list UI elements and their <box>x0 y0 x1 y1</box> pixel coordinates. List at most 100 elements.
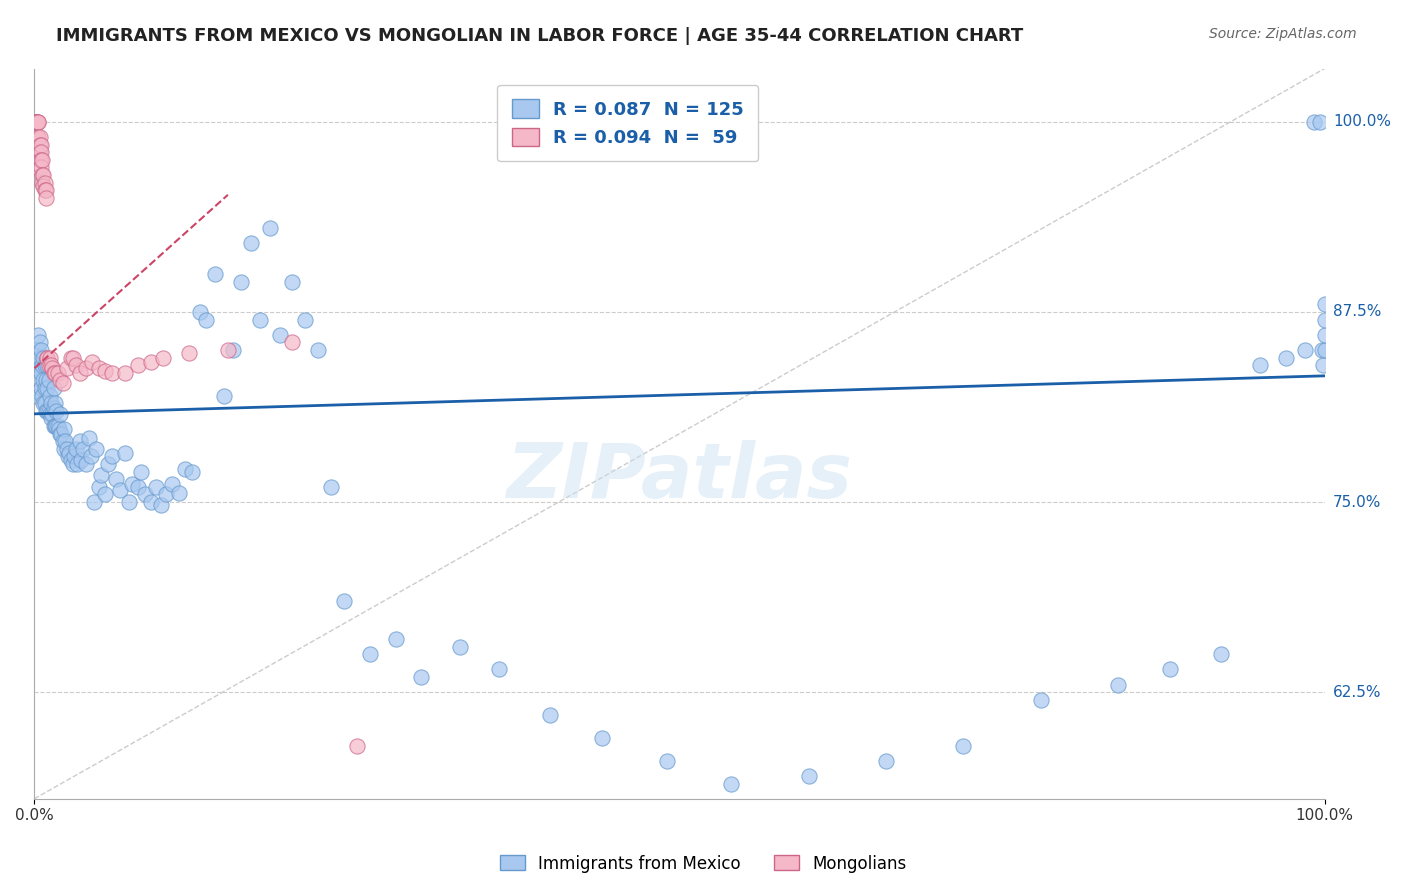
Point <box>1308 115 1330 129</box>
Point <box>97 457 120 471</box>
Point <box>655 754 678 768</box>
Point <box>101 450 124 464</box>
Point <box>31 153 53 167</box>
Point <box>31 389 53 403</box>
Point <box>52 376 75 391</box>
Point <box>27 130 49 145</box>
Point <box>35 404 58 418</box>
Point <box>25 161 48 175</box>
Point <box>38 358 60 372</box>
Point <box>24 115 46 129</box>
Point <box>24 115 46 129</box>
Point <box>34 176 56 190</box>
Point <box>83 495 105 509</box>
Point <box>48 422 70 436</box>
Legend: R = 0.087  N = 125, R = 0.094  N =  59: R = 0.087 N = 125, R = 0.094 N = 59 <box>498 85 758 161</box>
Point <box>180 465 202 479</box>
Point <box>38 351 60 365</box>
Point <box>66 457 89 471</box>
Point <box>39 396 62 410</box>
Point <box>35 183 58 197</box>
Point <box>321 480 343 494</box>
Text: Source: ZipAtlas.com: Source: ZipAtlas.com <box>1209 27 1357 41</box>
Point <box>34 358 56 372</box>
Point <box>53 442 76 456</box>
Point <box>281 335 304 350</box>
Point <box>44 396 66 410</box>
Point <box>69 366 91 380</box>
Point <box>34 183 56 197</box>
Point <box>53 434 76 449</box>
Point <box>65 442 87 456</box>
Text: 87.5%: 87.5% <box>1333 304 1381 319</box>
Point <box>281 275 304 289</box>
Point <box>62 457 84 471</box>
Point <box>87 361 110 376</box>
Point <box>27 115 49 129</box>
Point <box>30 161 52 175</box>
Point <box>30 343 52 357</box>
Point <box>1211 647 1233 661</box>
Point <box>44 419 66 434</box>
Point <box>114 446 136 460</box>
Point <box>155 487 177 501</box>
Point <box>145 480 167 494</box>
Point <box>41 407 63 421</box>
Point <box>62 351 84 365</box>
Point <box>45 404 67 418</box>
Point <box>1159 662 1181 676</box>
Point <box>1313 343 1336 357</box>
Point <box>46 366 69 380</box>
Text: 62.5%: 62.5% <box>1333 685 1382 699</box>
Point <box>84 442 107 456</box>
Point <box>30 153 52 167</box>
Text: 100.0%: 100.0% <box>1333 114 1391 129</box>
Point <box>28 145 51 160</box>
Point <box>114 366 136 380</box>
Point <box>37 351 59 365</box>
Text: IMMIGRANTS FROM MEXICO VS MONGOLIAN IN LABOR FORCE | AGE 35-44 CORRELATION CHART: IMMIGRANTS FROM MEXICO VS MONGOLIAN IN L… <box>56 27 1024 45</box>
Point <box>174 461 197 475</box>
Point <box>58 446 80 460</box>
Text: ZIPatlas: ZIPatlas <box>506 441 852 515</box>
Point <box>53 422 76 436</box>
Point <box>449 640 471 654</box>
Point <box>249 312 271 326</box>
Point <box>32 351 55 365</box>
Point <box>59 351 82 365</box>
Point <box>69 434 91 449</box>
Point <box>591 731 613 745</box>
Point <box>240 236 263 251</box>
Point <box>1294 343 1316 357</box>
Point <box>30 381 52 395</box>
Point <box>28 130 51 145</box>
Point <box>75 361 97 376</box>
Point <box>30 145 52 160</box>
Point <box>1275 351 1298 365</box>
Point <box>42 366 65 380</box>
Point <box>49 407 72 421</box>
Point <box>31 358 53 372</box>
Point <box>51 426 73 441</box>
Point <box>188 305 211 319</box>
Point <box>27 358 49 372</box>
Point <box>1313 327 1336 342</box>
Point <box>179 346 201 360</box>
Point <box>384 632 406 646</box>
Point <box>35 373 58 387</box>
Point <box>346 739 368 753</box>
Point <box>139 355 162 369</box>
Point <box>1313 312 1336 326</box>
Point <box>80 450 103 464</box>
Point <box>25 130 48 145</box>
Point <box>42 419 65 434</box>
Point <box>30 137 52 152</box>
Point <box>38 373 60 387</box>
Point <box>121 476 143 491</box>
Point <box>229 275 252 289</box>
Point <box>411 670 433 684</box>
Point <box>32 396 55 410</box>
Point <box>32 178 55 193</box>
Point <box>45 419 67 434</box>
Point <box>94 364 117 378</box>
